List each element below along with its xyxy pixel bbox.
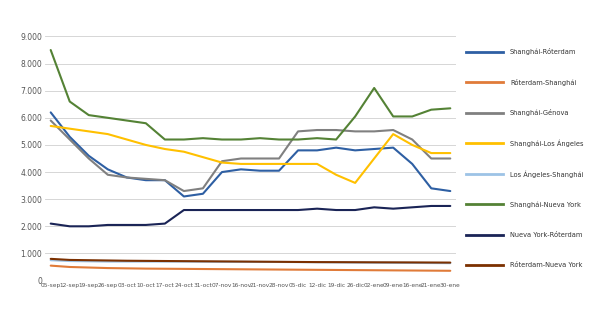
Text: Nueva York-Róterdam: Nueva York-Róterdam	[510, 232, 583, 238]
Text: Evolución de los fletes de las principales rutas marítimas: Evolución de los fletes de las principal…	[7, 12, 386, 25]
Text: Shanghái-Nueva York: Shanghái-Nueva York	[510, 201, 581, 208]
Text: Shanghái-Róterdam: Shanghái-Róterdam	[510, 48, 577, 55]
Text: (septiembre 2024-enero 2025) ( En dólares): (septiembre 2024-enero 2025) ( En dólare…	[364, 14, 566, 24]
Text: Shanghái-Génova: Shanghái-Génova	[510, 109, 569, 116]
Text: Shanghái-Los Ángeles: Shanghái-Los Ángeles	[510, 139, 584, 147]
Text: Róterdam-Nueva York: Róterdam-Nueva York	[510, 262, 583, 268]
Text: Róterdam-Shanghái: Róterdam-Shanghái	[510, 79, 577, 86]
Text: Los Ángeles-Shanghái: Los Ángeles-Shanghái	[510, 170, 584, 178]
